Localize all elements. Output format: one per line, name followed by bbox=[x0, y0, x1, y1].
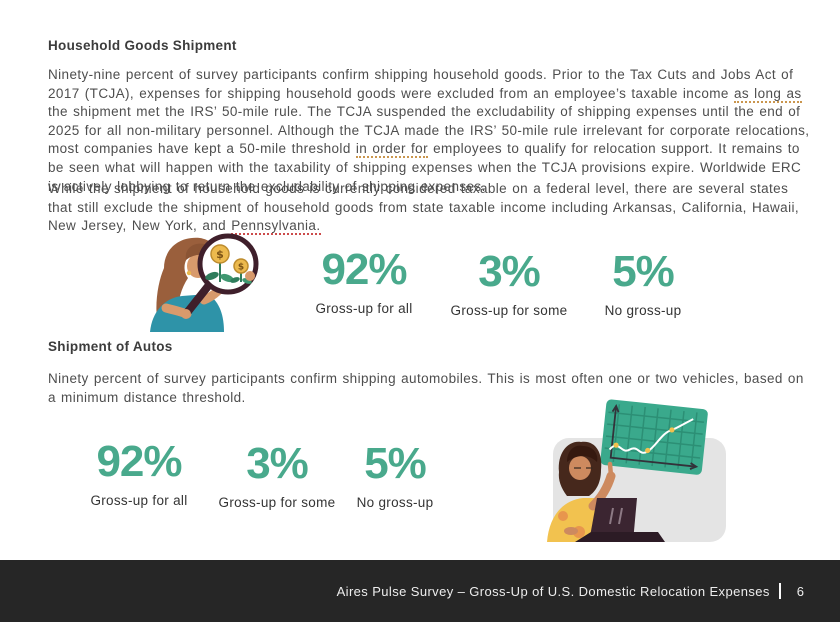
stat-value: 92% bbox=[321, 245, 407, 294]
page-number: 6 bbox=[796, 583, 804, 599]
stat-label: Gross-up for all bbox=[90, 493, 188, 508]
hand bbox=[564, 527, 578, 535]
growth-chart-illustration bbox=[547, 399, 726, 542]
paragraph-text: the shipment met the IRS’ 50-mile rule. … bbox=[48, 104, 810, 157]
grammar-underlined-phrase: as long as bbox=[733, 85, 802, 103]
stat-value: 5% bbox=[612, 247, 675, 296]
stat-gross-up-for-all: 92% Gross-up for all bbox=[49, 437, 229, 509]
svg-text:$: $ bbox=[238, 263, 244, 273]
stat-gross-up-for-some: 3% Gross-up for some bbox=[187, 439, 367, 511]
svg-text:$: $ bbox=[216, 248, 224, 261]
chart-axes bbox=[609, 406, 696, 468]
paragraph-text: Ninety-nine percent of survey participan… bbox=[48, 67, 794, 101]
pointing-finger bbox=[607, 461, 614, 479]
pointing-arm bbox=[588, 471, 616, 511]
footer-title: Aires Pulse Survey – Gross-Up of U.S. Do… bbox=[336, 583, 770, 599]
body-paragraph-autos: Ninety percent of survey participants co… bbox=[48, 371, 804, 405]
chart-board bbox=[600, 399, 708, 475]
leaf bbox=[220, 273, 234, 283]
magnifier-handle bbox=[182, 281, 213, 318]
stat-no-gross-up: 5% No gross-up bbox=[553, 247, 733, 319]
body-paragraph-household-1: Ninety-nine percent of survey participan… bbox=[48, 66, 812, 196]
stat-label: Gross-up for some bbox=[218, 495, 336, 510]
stat-value: 3% bbox=[478, 247, 541, 296]
stat-label: No gross-up bbox=[604, 303, 682, 318]
paragraph-text: While the shipment of household goods is… bbox=[48, 181, 800, 234]
section-heading-shipment-of-autos: Shipment of Autos bbox=[48, 339, 173, 354]
stat-label: Gross-up for all bbox=[315, 301, 413, 316]
data-point bbox=[613, 442, 619, 448]
stat-no-gross-up: 5% No gross-up bbox=[305, 439, 485, 511]
body-paragraph-household-2: While the shipment of household goods is… bbox=[48, 180, 812, 236]
dollar-coin-icon bbox=[210, 244, 230, 264]
leaf bbox=[230, 277, 240, 283]
footer: Aires Pulse Survey – Gross-Up of U.S. Do… bbox=[0, 560, 840, 622]
stat-label: No gross-up bbox=[356, 495, 434, 510]
stat-value: 5% bbox=[364, 439, 427, 488]
laptop-base bbox=[575, 532, 665, 542]
leaf bbox=[205, 271, 219, 281]
footer-separator bbox=[778, 583, 781, 599]
stat-gross-up-for-some: 3% Gross-up for some bbox=[419, 247, 599, 319]
spell-underlined-word: Pennsylvania. bbox=[231, 218, 321, 236]
dollar-coin-icon bbox=[233, 258, 249, 274]
paragraph-text: employees to qualify for relocation supp… bbox=[48, 141, 802, 194]
grammar-underlined-phrase: in order for bbox=[355, 141, 428, 159]
data-point bbox=[669, 427, 675, 433]
earring bbox=[186, 270, 192, 276]
data-point bbox=[645, 447, 651, 454]
stat-gross-up-for-all: 92% Gross-up for all bbox=[274, 245, 454, 317]
stat-value: 3% bbox=[246, 439, 309, 488]
stat-value: 92% bbox=[96, 437, 182, 486]
stat-label: Gross-up for some bbox=[450, 303, 568, 318]
laptop-screen bbox=[589, 498, 637, 542]
section-heading-household-goods: Household Goods Shipment bbox=[48, 38, 237, 53]
magnifier-money-illustration: $ $ bbox=[150, 233, 259, 332]
